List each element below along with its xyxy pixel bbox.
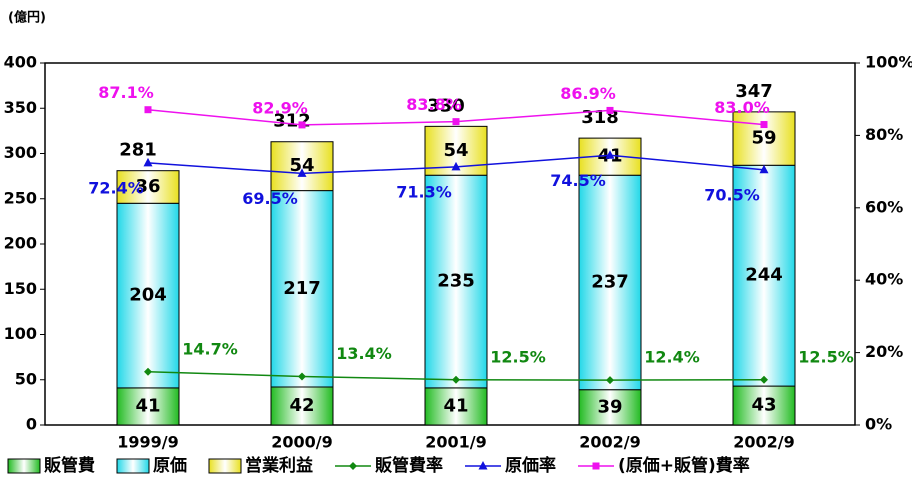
- legend-marker: [478, 461, 488, 470]
- bar-value-label: 59: [751, 128, 776, 149]
- line-point: [143, 157, 153, 167]
- bar-value-label: 244: [745, 265, 783, 286]
- bar-value-label: 54: [443, 140, 468, 161]
- bar-segment: [270, 141, 334, 192]
- x-tick-label: 2002/9: [733, 433, 795, 452]
- y2-tick-label: 100%: [865, 53, 912, 72]
- bar-value-label: 54: [289, 155, 314, 176]
- line-point: [606, 106, 614, 114]
- legend-label: (原価+販管)費率: [618, 455, 750, 476]
- line-point: [760, 375, 768, 384]
- legend-label: 販管費率: [375, 455, 443, 476]
- y2-tick-label: 40%: [865, 270, 903, 289]
- bar-value-label: 204: [129, 285, 167, 306]
- bar-value-label: 41: [443, 395, 468, 416]
- bar-segment: [578, 174, 642, 391]
- bar-value-label: 36: [135, 176, 160, 197]
- bar-value-label: 42: [289, 395, 314, 416]
- bar-segment: [116, 202, 180, 389]
- y2-tick-label: 20%: [865, 342, 903, 361]
- line-value-label: 87.1%: [98, 83, 154, 102]
- line-value-label: 70.5%: [704, 185, 760, 204]
- legend-label: 原価: [153, 455, 187, 476]
- legend-label: 販管費: [44, 455, 95, 476]
- line-value-label: 12.5%: [798, 347, 854, 366]
- y-tick-label: 400: [4, 53, 37, 72]
- bar-segment: [578, 389, 642, 426]
- line-point: [605, 150, 615, 159]
- y2-tick-label: 60%: [865, 197, 903, 216]
- line-point: [759, 164, 769, 174]
- line-value-label: 14.7%: [182, 339, 238, 358]
- line-value-label: 13.4%: [336, 344, 392, 363]
- y2-tick-label: 0%: [865, 415, 892, 434]
- total-label: 281: [119, 140, 157, 161]
- line-value-label: 69.5%: [242, 189, 298, 208]
- y-tick-label: 200: [4, 234, 37, 253]
- total-label: 330: [427, 95, 465, 116]
- x-tick-label: 2000/9: [271, 433, 333, 452]
- bar-value-label: 237: [591, 271, 629, 292]
- y-tick-label: 300: [4, 143, 37, 162]
- bar-value-label: 41: [135, 395, 160, 416]
- line-point: [760, 121, 768, 129]
- legend-swatch: [208, 458, 242, 474]
- bar-value-label: 43: [751, 395, 776, 416]
- y-tick-label: 350: [4, 98, 37, 117]
- unit-label: (億円): [8, 10, 46, 26]
- legend-marker: [592, 462, 600, 470]
- bar-segment: [116, 170, 180, 204]
- line-value-label: 12.5%: [490, 347, 546, 366]
- total-label: 347: [735, 81, 773, 102]
- legend-label: 営業利益: [245, 455, 313, 476]
- y-tick-label: 250: [4, 188, 37, 207]
- x-tick-label: 2002/9: [579, 433, 641, 452]
- line-value-label: 71.3%: [396, 182, 452, 201]
- bar-segment: [270, 190, 334, 388]
- line-point: [144, 106, 152, 114]
- bar-segment: [732, 385, 796, 426]
- x-tick-label: 1999/9: [117, 433, 179, 452]
- bar-value-label: 217: [283, 278, 321, 299]
- legend-swatch: [116, 458, 150, 474]
- line-point: [297, 168, 307, 177]
- line-point: [452, 118, 460, 126]
- line-value-label: 12.4%: [644, 348, 700, 367]
- y-tick-label: 50: [15, 369, 37, 388]
- bar-value-label: 39: [597, 396, 622, 417]
- legend-marker: [349, 462, 357, 470]
- line-value-label: 86.9%: [560, 84, 616, 103]
- bar-segment: [732, 111, 796, 166]
- legend-label: 原価率: [505, 455, 556, 476]
- line-point: [298, 121, 306, 129]
- line-point: [144, 367, 152, 376]
- line-point: [452, 375, 460, 384]
- line-value-label: 74.5%: [550, 171, 606, 190]
- line-value-label: 83.8%: [406, 95, 462, 114]
- y2-tick-label: 80%: [865, 125, 903, 144]
- line-value-label: 83.0%: [714, 98, 770, 117]
- bar-value-label: 235: [437, 271, 475, 292]
- line-value-label: 82.9%: [252, 98, 308, 117]
- line-point: [451, 161, 461, 171]
- bar-segment: [732, 164, 796, 387]
- line-point: [298, 372, 306, 381]
- y-tick-label: 100: [4, 324, 37, 343]
- y-tick-label: 0: [26, 415, 37, 434]
- legend-swatch: [7, 458, 41, 474]
- x-tick-label: 2001/9: [425, 433, 487, 452]
- line-point: [606, 376, 614, 385]
- y-tick-label: 150: [4, 279, 37, 298]
- line-value-label: 72.4%: [88, 178, 144, 197]
